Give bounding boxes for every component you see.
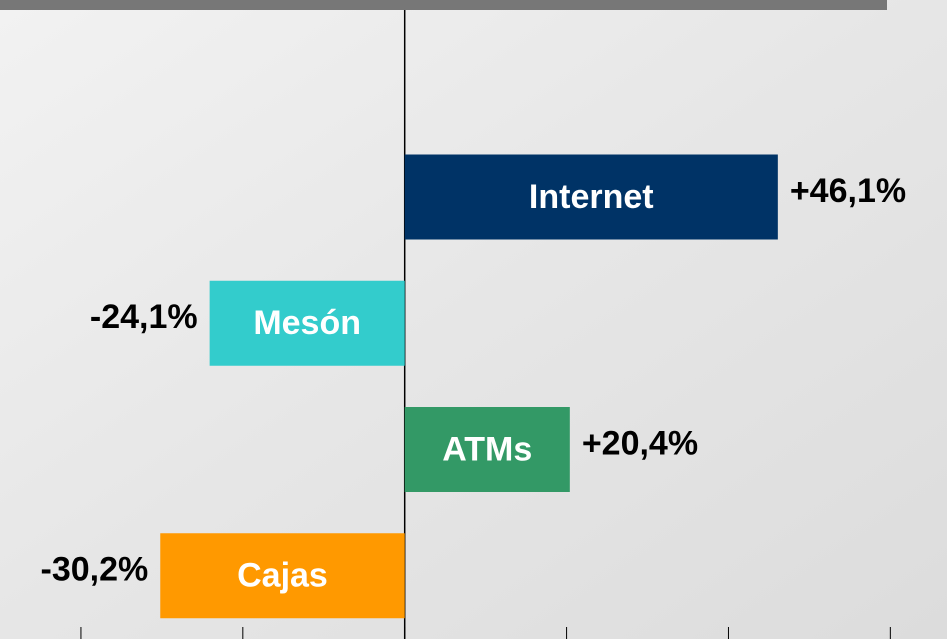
- category-label: Mesón: [253, 304, 361, 342]
- value-label: -24,1%: [90, 298, 198, 336]
- bar: [404, 154, 778, 240]
- bar: [160, 533, 405, 619]
- bar: [209, 280, 405, 366]
- category-label: Internet: [529, 178, 654, 216]
- value-label: -30,2%: [41, 551, 149, 589]
- header-strip: [0, 0, 887, 10]
- category-label: Cajas: [237, 557, 328, 595]
- category-label: ATMs: [442, 430, 532, 468]
- value-label: +20,4%: [582, 424, 698, 462]
- bar: [404, 407, 570, 492]
- value-label: +46,1%: [790, 172, 906, 210]
